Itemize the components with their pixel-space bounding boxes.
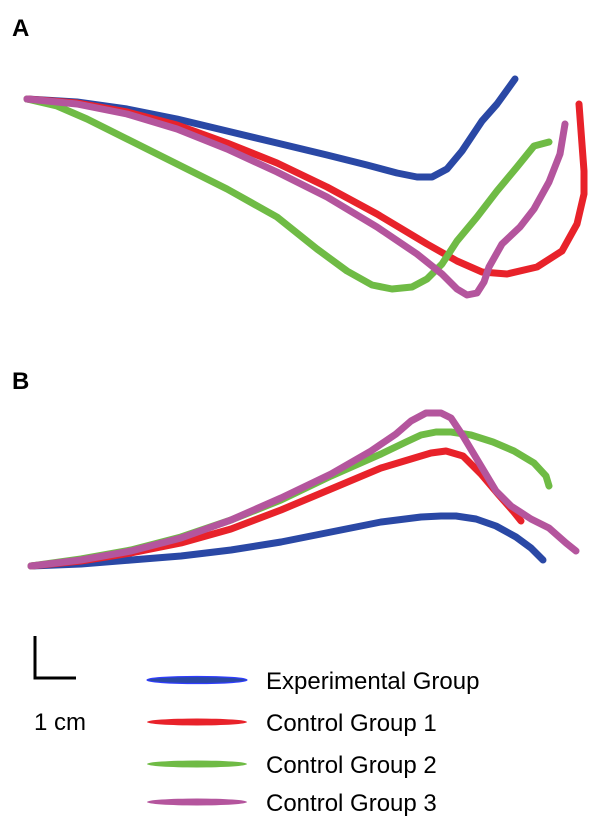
panel-b-label: B [12,368,29,395]
legend-label-control-3: Control Group 3 [266,790,437,816]
panel-a-label: A [12,15,29,42]
legend-item-control-2: Control Group 2 [147,752,437,779]
legend-label-experimental: Experimental Group [266,668,479,695]
legend-swatch-experimental [147,677,247,684]
legend-label-control-1: Control Group 1 [266,710,437,737]
legend-item-control-1: Control Group 1 [147,710,437,737]
panel-a-trajectories [27,79,584,295]
trajectory-a-control-group-2 [27,99,549,289]
legend-swatch-control-3 [147,799,247,806]
trajectory-b-control-group-3 [31,413,576,566]
panel-a: A [12,15,584,295]
legend-item-experimental: Experimental Group [147,668,479,695]
scale-bar-icon [35,636,76,678]
legend-label-control-2: Control Group 2 [266,752,437,779]
legend: Experimental Group Control Group 1 Contr… [147,668,479,816]
legend-item-control-3: Control Group 3 [147,790,437,816]
panel-b-trajectories [31,413,576,566]
panel-b: B [12,368,576,566]
scale-bar-label: 1 cm [34,709,86,736]
legend-swatch-control-1 [147,719,247,726]
legend-swatch-control-2 [147,761,247,768]
scale-bar: 1 cm [34,636,86,736]
trajectory-b-control-group-1 [31,451,521,566]
